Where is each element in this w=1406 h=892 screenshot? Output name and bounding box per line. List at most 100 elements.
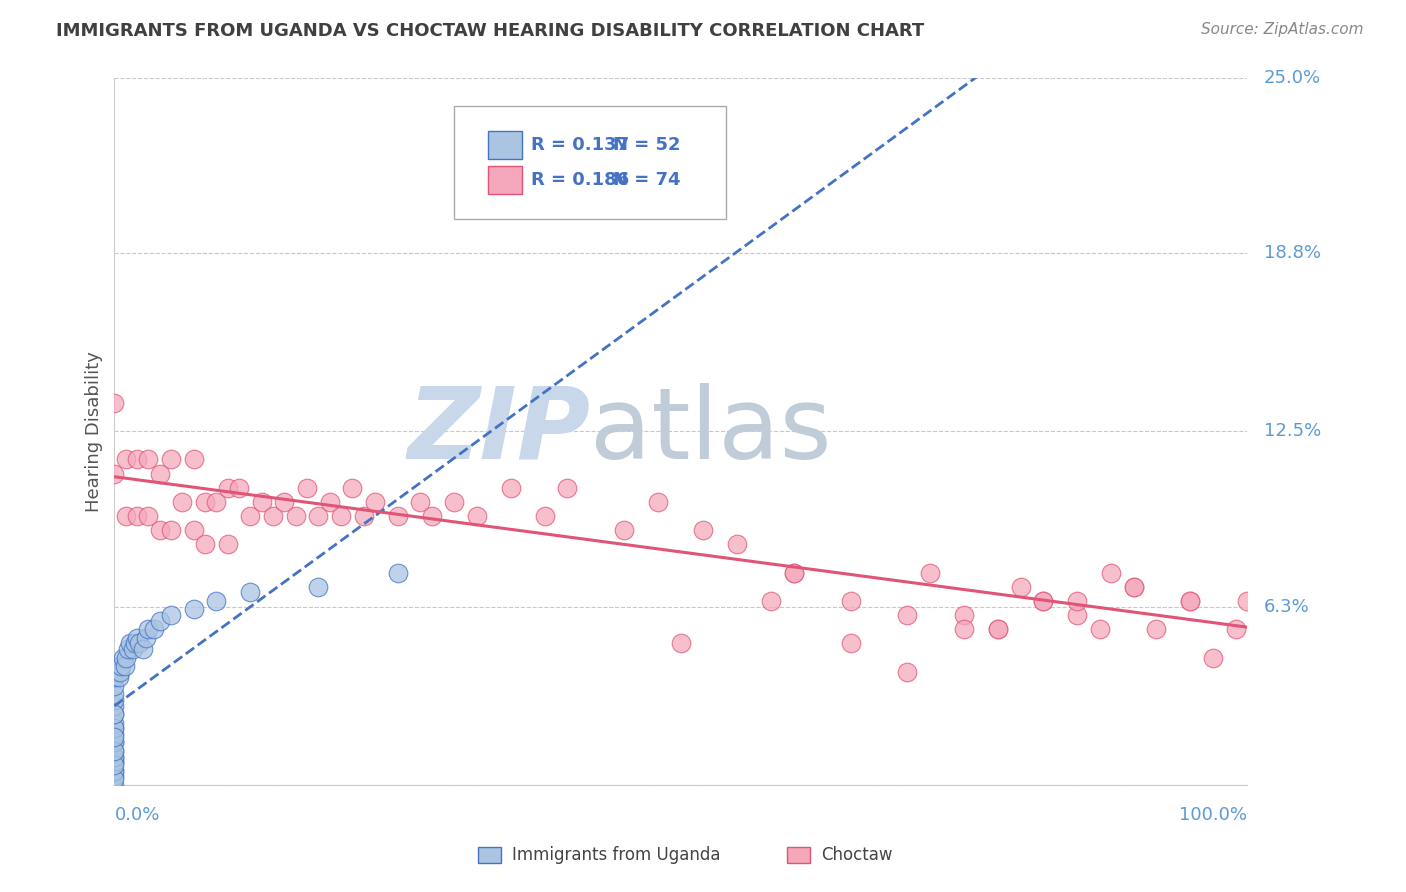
Point — [1146, 622, 1168, 636]
Point — [896, 665, 918, 679]
Point — [284, 509, 307, 524]
Point — [160, 608, 183, 623]
Point — [987, 622, 1010, 636]
Point — [103, 778, 125, 792]
Text: atlas: atlas — [591, 383, 832, 480]
Point — [896, 608, 918, 623]
Point — [121, 642, 143, 657]
Point — [353, 509, 375, 524]
Point — [117, 642, 139, 657]
Text: Choctaw: Choctaw — [821, 847, 893, 864]
Point — [342, 481, 364, 495]
Point — [132, 642, 155, 657]
Point — [613, 523, 636, 537]
Point — [273, 495, 295, 509]
Point — [499, 481, 522, 495]
Point — [103, 698, 125, 713]
Point — [1180, 594, 1202, 608]
Text: 100.0%: 100.0% — [1180, 806, 1247, 824]
Point — [103, 665, 125, 679]
Point — [228, 481, 250, 495]
Point — [364, 495, 387, 509]
Point — [217, 481, 239, 495]
Point — [205, 594, 228, 608]
FancyBboxPatch shape — [454, 106, 725, 219]
Point — [1099, 566, 1122, 580]
Text: 18.8%: 18.8% — [1264, 244, 1322, 262]
Point — [443, 495, 465, 509]
Point — [110, 659, 132, 673]
Point — [918, 566, 941, 580]
Point — [160, 452, 183, 467]
Point — [125, 631, 148, 645]
Point — [387, 566, 409, 580]
Point — [1202, 650, 1225, 665]
Point — [839, 636, 862, 650]
Point — [103, 749, 125, 764]
Point — [783, 566, 806, 580]
Point — [692, 523, 714, 537]
Point — [138, 452, 160, 467]
Point — [103, 735, 125, 749]
Point — [591, 155, 613, 169]
Point — [262, 509, 284, 524]
Point — [1066, 608, 1088, 623]
Point — [160, 523, 183, 537]
Point — [103, 727, 125, 741]
Point — [307, 509, 329, 524]
Point — [143, 622, 166, 636]
Point — [465, 509, 488, 524]
Point — [239, 509, 262, 524]
Point — [205, 495, 228, 509]
Point — [149, 467, 172, 481]
Point — [107, 659, 129, 673]
Point — [239, 585, 262, 599]
Point — [172, 495, 194, 509]
Point — [114, 659, 136, 673]
Point — [295, 481, 318, 495]
Point — [103, 707, 125, 722]
Point — [120, 636, 142, 650]
Text: Immigrants from Uganda: Immigrants from Uganda — [512, 847, 720, 864]
Text: IMMIGRANTS FROM UGANDA VS CHOCTAW HEARING DISABILITY CORRELATION CHART: IMMIGRANTS FROM UGANDA VS CHOCTAW HEARIN… — [56, 22, 925, 40]
Point — [103, 721, 125, 735]
Point — [103, 772, 125, 787]
Point — [103, 758, 125, 772]
Point — [669, 636, 692, 650]
Point — [135, 631, 157, 645]
Point — [103, 749, 125, 764]
Point — [1066, 594, 1088, 608]
Point — [112, 650, 135, 665]
Point — [103, 744, 125, 758]
Text: N = 74: N = 74 — [613, 171, 681, 189]
Point — [103, 687, 125, 701]
Point — [761, 594, 783, 608]
Point — [557, 481, 579, 495]
Point — [103, 679, 125, 693]
Text: N = 52: N = 52 — [613, 136, 681, 153]
Point — [103, 769, 125, 783]
Point — [1236, 594, 1258, 608]
Point — [1032, 594, 1054, 608]
Point — [103, 396, 125, 410]
Point — [307, 580, 329, 594]
Point — [250, 495, 273, 509]
Point — [194, 495, 217, 509]
Point — [953, 622, 976, 636]
Point — [108, 670, 131, 684]
Point — [839, 594, 862, 608]
Point — [149, 614, 172, 628]
Text: 6.3%: 6.3% — [1264, 598, 1310, 615]
Point — [103, 721, 125, 735]
Point — [149, 523, 172, 537]
Point — [647, 495, 669, 509]
Point — [103, 467, 125, 481]
Point — [114, 452, 136, 467]
Point — [1088, 622, 1111, 636]
Point — [783, 566, 806, 580]
Point — [103, 715, 125, 730]
Point — [387, 509, 409, 524]
Point — [318, 495, 340, 509]
Point — [725, 537, 748, 551]
Point — [183, 452, 205, 467]
